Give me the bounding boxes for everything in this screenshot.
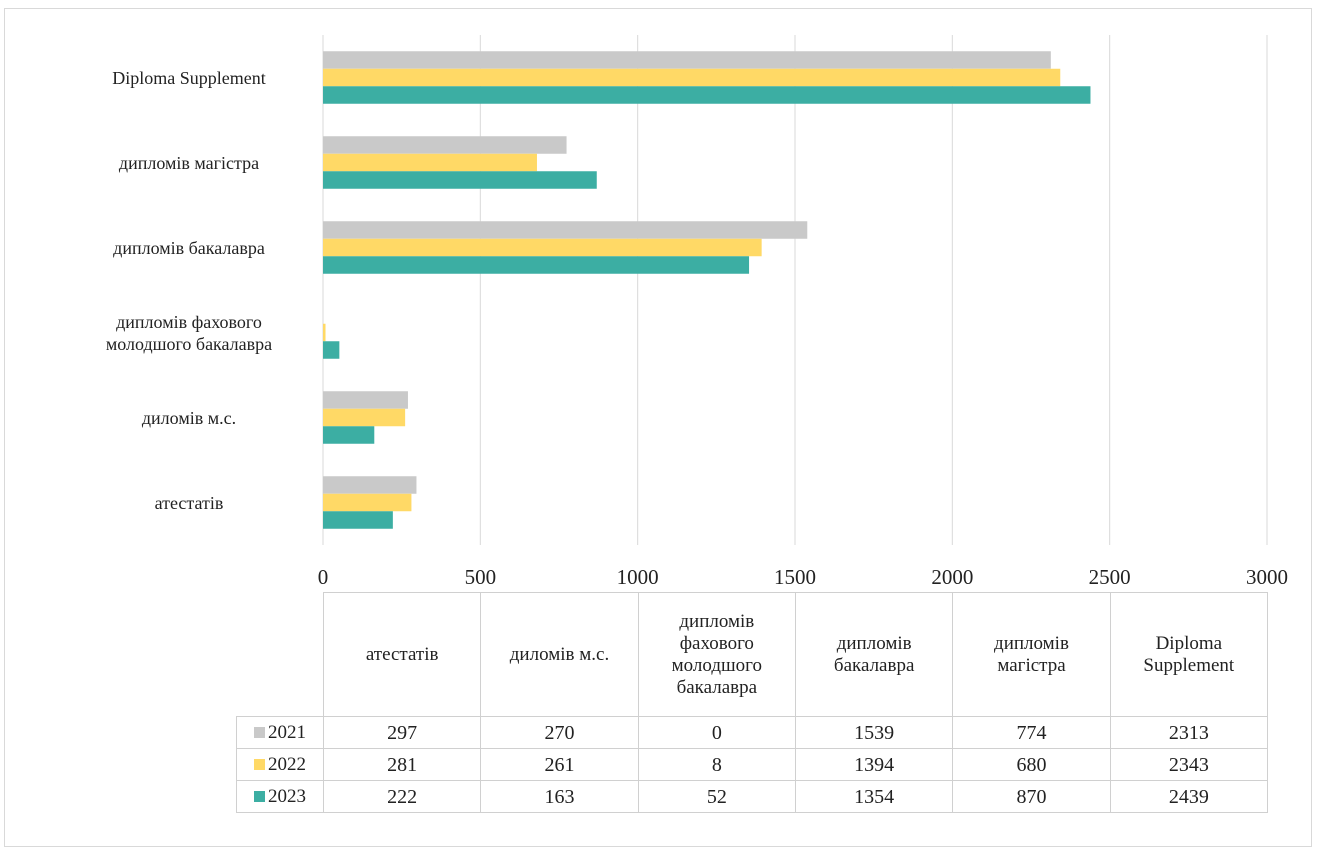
bar (323, 171, 597, 189)
bar (323, 493, 412, 512)
y-tick-label: дипломів магістра (118, 152, 260, 173)
table-value: 1394 (795, 748, 954, 781)
table-header: дипломів бакалавра (795, 592, 954, 717)
y-tick-label: Diploma Supplement (112, 67, 266, 88)
table-header: атестатів (323, 592, 482, 717)
x-tick-label: 2500 (1089, 565, 1131, 589)
chart-frame (4, 8, 1312, 847)
bar (323, 391, 408, 409)
table-value: 222 (323, 780, 482, 813)
x-tick-label: 3000 (1246, 565, 1288, 589)
bar (323, 341, 340, 359)
legend-label: 2022 (268, 753, 306, 775)
legend-entry: 2023 (236, 780, 324, 813)
bar (323, 68, 1061, 87)
x-tick-label: 2000 (931, 565, 973, 589)
bar (323, 153, 537, 172)
x-tick-label: 500 (465, 565, 497, 589)
bar (323, 136, 567, 154)
x-tick-label: 1500 (774, 565, 816, 589)
bar (323, 86, 1091, 104)
table-value: 680 (952, 748, 1111, 781)
table-value: 52 (637, 780, 796, 813)
table-value: 2313 (1109, 716, 1268, 749)
bar (323, 511, 393, 529)
table-value: 774 (952, 716, 1111, 749)
table-header: дипломів магістра (952, 592, 1111, 717)
table-value: 270 (480, 716, 639, 749)
table-value: 1354 (795, 780, 954, 813)
table-value: 163 (480, 780, 639, 813)
table-value: 2439 (1109, 780, 1268, 813)
x-tick-label: 0 (318, 565, 329, 589)
legend-key (254, 727, 265, 738)
legend-label: 2021 (268, 721, 306, 743)
bar (323, 476, 417, 494)
legend-entry: 2022 (236, 748, 324, 781)
table-value: 8 (637, 748, 796, 781)
bar (323, 408, 406, 427)
legend-key (254, 759, 265, 770)
table-value: 0 (637, 716, 796, 749)
bar (323, 323, 326, 342)
table-value: 261 (480, 748, 639, 781)
legend-entry: 2021 (236, 716, 324, 749)
x-tick-label: 1000 (617, 565, 659, 589)
table-header: диломів м.с. (480, 592, 639, 717)
bar (323, 221, 808, 239)
bar (323, 238, 762, 257)
table-value: 2343 (1109, 748, 1268, 781)
bar (323, 51, 1051, 69)
bar (323, 426, 375, 444)
bar (323, 256, 750, 274)
table-value: 281 (323, 748, 482, 781)
legend-label: 2023 (268, 785, 306, 807)
table-value: 297 (323, 716, 482, 749)
table-header: дипломів фахового молодшого бакалавра (637, 592, 796, 717)
table-value: 870 (952, 780, 1111, 813)
y-tick-label: диломів м.с. (141, 407, 237, 428)
table-value: 1539 (795, 716, 954, 749)
y-tick-label: дипломів бакалавра (113, 237, 265, 258)
legend-key (254, 791, 265, 802)
table-header: Diploma Supplement (1109, 592, 1268, 717)
y-tick-label: дипломів фахового молодшого бакалавра (105, 311, 273, 354)
y-tick-label: атестатів (154, 492, 224, 513)
